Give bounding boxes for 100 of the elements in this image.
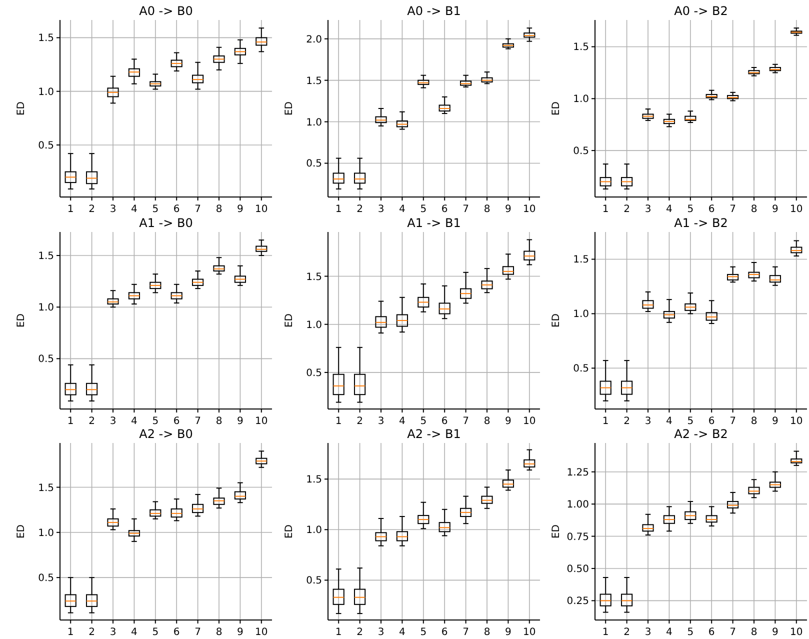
x-tick-label: 10: [255, 627, 268, 638]
x-tick-label: 1: [67, 204, 74, 215]
y-tick-label: 1.5: [306, 474, 322, 486]
chart-title: A0 -> B1: [407, 4, 461, 18]
y-tick-label: 1.0: [306, 320, 322, 331]
x-tick-label: 8: [484, 204, 490, 215]
x-tick-label: 5: [687, 416, 694, 427]
x-tick-label: 8: [750, 204, 758, 215]
x-tick-label: 5: [152, 627, 159, 638]
y-tick-label: 0.75: [566, 532, 589, 543]
y-axis-title: ED: [284, 524, 295, 539]
y-axis-title: ED: [551, 524, 562, 539]
y-tick-label: 1.0: [573, 94, 589, 106]
y-tick-label: 0.5: [306, 368, 322, 379]
x-tick-label: 1: [335, 204, 342, 215]
x-tick-label: 3: [378, 204, 384, 215]
x-tick-label: 5: [420, 204, 427, 215]
x-tick-label: 5: [420, 627, 427, 638]
y-tick-label: 0.50: [566, 564, 589, 575]
x-tick-label: 6: [708, 627, 715, 638]
y-axis-title: ED: [551, 101, 562, 116]
x-tick-label: 4: [399, 204, 406, 215]
y-tick-label: 1.0: [38, 86, 54, 98]
x-tick-label: 8: [750, 416, 758, 427]
x-tick-label: 4: [666, 204, 672, 215]
y-tick-label: 1.0: [306, 525, 322, 536]
x-tick-label: 3: [644, 627, 652, 638]
y-tick-label: 1.5: [573, 42, 589, 54]
x-tick-label: 7: [730, 416, 736, 427]
x-tick-label: 9: [772, 204, 778, 215]
y-axis-title: ED: [284, 313, 295, 328]
y-tick-label: 1.25: [566, 467, 589, 478]
x-tick-label: 9: [505, 204, 512, 215]
x-tick-label: 7: [194, 627, 201, 638]
x-tick-label: 1: [67, 627, 74, 638]
x-tick-label: 6: [441, 416, 448, 427]
y-tick-label: 1.0: [38, 528, 54, 539]
x-tick-label: 7: [462, 416, 469, 427]
x-tick-label: 2: [88, 416, 95, 427]
x-tick-label: 5: [152, 416, 159, 427]
y-axis-title: ED: [16, 524, 27, 539]
y-tick-label: 0.5: [38, 140, 54, 152]
x-tick-label: 4: [131, 204, 138, 215]
x-tick-label: 6: [173, 627, 180, 638]
x-tick-label: 8: [484, 627, 490, 638]
x-tick-label: 9: [772, 627, 778, 638]
x-tick-label: 1: [602, 204, 609, 215]
x-tick-label: 5: [420, 416, 427, 427]
x-tick-label: 2: [356, 204, 363, 215]
x-tick-label: 10: [523, 204, 536, 215]
x-tick-label: 4: [399, 416, 406, 427]
chart-title: A0 -> B2: [674, 4, 728, 18]
x-tick-label: 8: [216, 416, 222, 427]
x-tick-label: 2: [624, 204, 630, 215]
y-axis-title: ED: [16, 313, 27, 328]
x-tick-label: 3: [378, 627, 384, 638]
x-tick-label: 2: [624, 627, 630, 638]
x-tick-label: 8: [484, 416, 490, 427]
x-tick-label: 3: [644, 416, 652, 427]
x-tick-label: 1: [335, 416, 342, 427]
y-tick-label: 0.5: [573, 146, 589, 158]
x-tick-label: 2: [624, 416, 630, 427]
y-tick-label: 1.5: [38, 33, 54, 44]
x-tick-label: 2: [88, 627, 95, 638]
x-tick-label: 5: [687, 204, 694, 215]
x-tick-label: 1: [335, 627, 342, 638]
y-axis-title: ED: [16, 101, 27, 116]
chart-title: A1 -> B0: [139, 216, 193, 230]
x-tick-label: 10: [255, 416, 268, 427]
x-tick-label: 1: [67, 416, 74, 427]
x-tick-label: 9: [505, 627, 512, 638]
x-tick-label: 3: [378, 416, 384, 427]
y-tick-label: 0.5: [573, 364, 589, 375]
x-tick-label: 6: [708, 416, 715, 427]
x-tick-label: 6: [708, 204, 715, 215]
x-tick-label: 10: [790, 416, 803, 427]
x-tick-label: 3: [110, 627, 116, 638]
y-tick-label: 1.0: [573, 309, 589, 320]
y-tick-label: 1.5: [38, 482, 54, 494]
x-tick-label: 10: [523, 416, 536, 427]
x-tick-label: 10: [523, 627, 536, 638]
y-tick-label: 1.5: [306, 272, 322, 283]
x-tick-label: 8: [216, 627, 222, 638]
x-tick-label: 2: [356, 416, 363, 427]
chart-title: A2 -> B2: [674, 427, 728, 441]
chart-title: A1 -> B1: [407, 216, 461, 230]
x-tick-label: 4: [399, 627, 406, 638]
y-axis-title: ED: [284, 101, 295, 116]
x-tick-label: 3: [644, 204, 652, 215]
x-tick-label: 3: [110, 416, 116, 427]
chart-title: A2 -> B1: [407, 427, 461, 441]
x-tick-label: 2: [88, 204, 95, 215]
y-tick-label: 1.5: [38, 251, 54, 262]
x-tick-label: 8: [216, 204, 222, 215]
x-tick-label: 9: [505, 416, 512, 427]
x-tick-label: 9: [772, 416, 778, 427]
x-tick-label: 3: [110, 204, 116, 215]
x-tick-label: 7: [462, 204, 469, 215]
x-tick-label: 8: [750, 627, 758, 638]
x-tick-label: 4: [131, 627, 138, 638]
